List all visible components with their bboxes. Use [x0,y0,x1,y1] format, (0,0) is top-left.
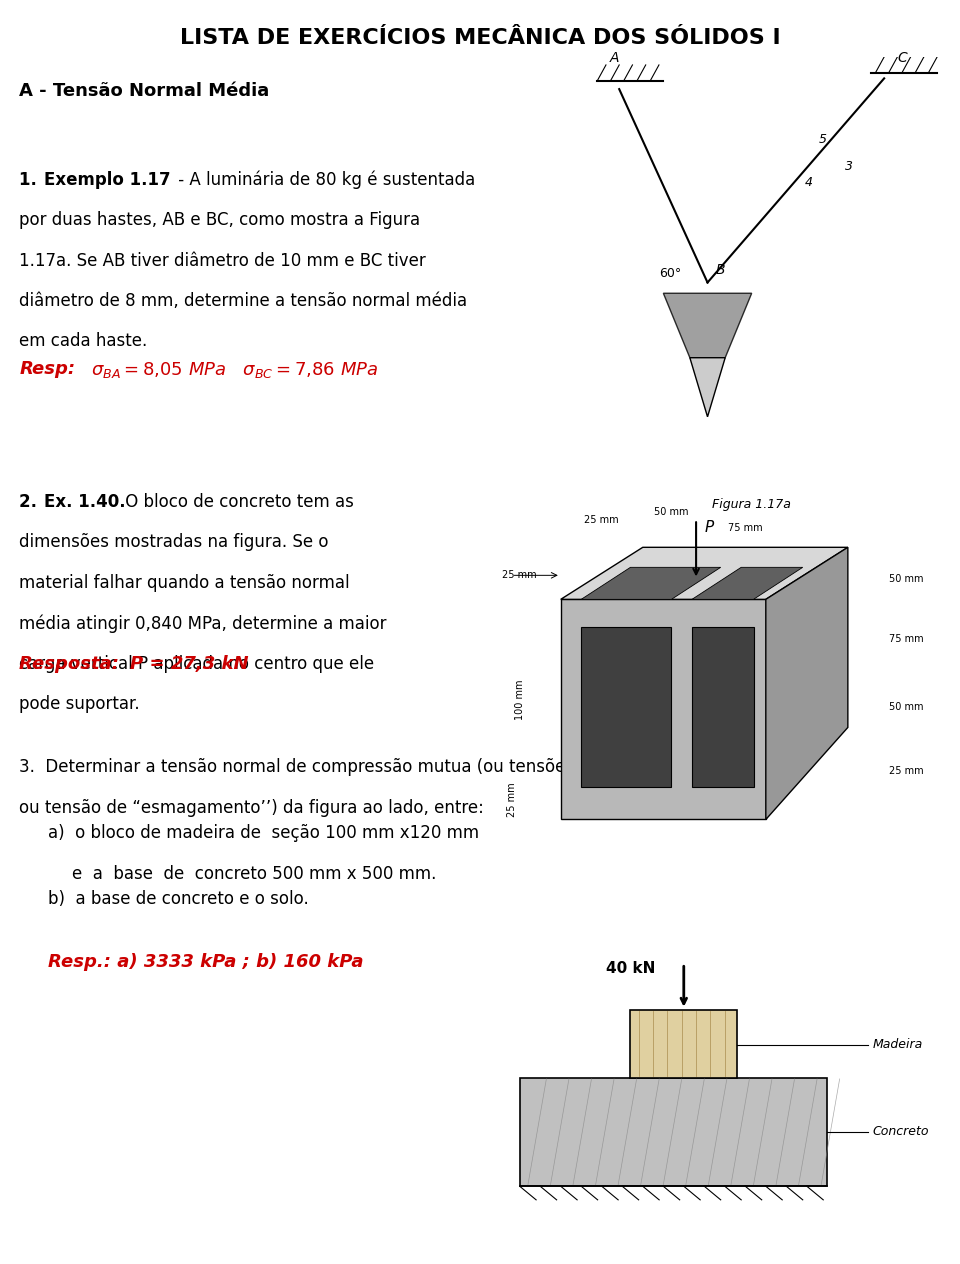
Text: 75 mm: 75 mm [728,523,762,533]
Text: b)  a base de concreto e o solo.: b) a base de concreto e o solo. [48,890,309,908]
Text: Concreto: Concreto [873,1125,929,1139]
Text: ou tensão de “esmagamento’’) da figura ao lado, entre:: ou tensão de “esmagamento’’) da figura a… [19,799,484,817]
Text: $\sigma_{BA} = 8{,}05\ MPa$   $\sigma_{BC} = 7{,}86\ MPa$: $\sigma_{BA} = 8{,}05\ MPa$ $\sigma_{BC}… [91,360,378,380]
Text: material falhar quando a tensão normal: material falhar quando a tensão normal [19,574,349,592]
Text: Resp:: Resp: [19,360,75,378]
Text: A - Tensão Normal Média: A - Tensão Normal Média [19,82,270,100]
Polygon shape [766,547,848,819]
Polygon shape [690,358,725,417]
Text: 1.: 1. [19,171,43,188]
Text: P = 27,3 kN: P = 27,3 kN [130,655,249,672]
Text: Figura 1.17a: Figura 1.17a [712,498,791,511]
Text: 50 mm: 50 mm [889,574,924,584]
Text: 3: 3 [845,159,852,173]
Text: Madeira: Madeira [873,1039,923,1052]
Text: por duas hastes, AB e BC, como mostra a Figura: por duas hastes, AB e BC, como mostra a … [19,211,420,229]
Polygon shape [663,293,752,358]
Text: 50 mm: 50 mm [654,507,688,517]
Text: 25 mm: 25 mm [507,782,516,817]
Text: P: P [705,520,713,535]
Text: pode suportar.: pode suportar. [19,695,140,713]
Text: LISTA DE EXERCÍCIOS MECÂNICA DOS SÓLIDOS I: LISTA DE EXERCÍCIOS MECÂNICA DOS SÓLIDOS… [180,28,780,48]
Polygon shape [692,627,754,787]
Text: Exemplo 1.17: Exemplo 1.17 [44,171,171,188]
Text: Ex. 1.40.: Ex. 1.40. [44,493,126,511]
Text: 25 mm: 25 mm [889,766,924,776]
Text: 4: 4 [805,176,813,188]
Text: 50 mm: 50 mm [889,703,924,713]
Text: 25 mm: 25 mm [585,516,619,526]
Text: 5: 5 [818,133,827,145]
Text: carga vertical P aplicada no centro que ele: carga vertical P aplicada no centro que … [19,655,374,672]
Polygon shape [519,1077,828,1186]
Text: 40 kN: 40 kN [606,962,655,976]
Polygon shape [631,1010,737,1077]
Text: A: A [610,52,619,66]
Text: dimensões mostradas na figura. Se o: dimensões mostradas na figura. Se o [19,533,328,551]
Text: C: C [897,52,906,66]
Text: em cada haste.: em cada haste. [19,332,148,350]
Text: 25 mm: 25 mm [502,570,537,580]
Text: - A luminária de 80 kg é sustentada: - A luminária de 80 kg é sustentada [173,171,475,190]
Text: 3.  Determinar a tensão normal de compressão mutua (ou tensões de “contato”: 3. Determinar a tensão normal de compres… [19,758,685,776]
Text: 75 mm: 75 mm [889,635,924,645]
Polygon shape [581,627,671,787]
Text: e  a  base  de  concreto 500 mm x 500 mm.: e a base de concreto 500 mm x 500 mm. [72,865,437,882]
Text: a)  o bloco de madeira de  seção 100 mm x120 mm: a) o bloco de madeira de seção 100 mm x1… [48,824,479,842]
Text: 100 mm: 100 mm [515,679,525,719]
Polygon shape [581,568,721,599]
Text: diâmetro de 8 mm, determine a tensão normal média: diâmetro de 8 mm, determine a tensão nor… [19,292,468,310]
Text: média atingir 0,840 MPa, determine a maior: média atingir 0,840 MPa, determine a mai… [19,614,387,633]
Polygon shape [692,568,803,599]
Text: 2.: 2. [19,493,43,511]
Text: Resposta:: Resposta: [19,655,126,672]
Text: 60°: 60° [659,267,682,281]
Text: 1.17a. Se AB tiver diâmetro de 10 mm e BC tiver: 1.17a. Se AB tiver diâmetro de 10 mm e B… [19,252,426,269]
Polygon shape [561,547,848,599]
Text: B: B [716,263,726,277]
Text: Resp.: a) 3333 kPa ; b) 160 kPa: Resp.: a) 3333 kPa ; b) 160 kPa [48,953,364,971]
Polygon shape [561,599,766,819]
Text: O bloco de concreto tem as: O bloco de concreto tem as [120,493,354,511]
